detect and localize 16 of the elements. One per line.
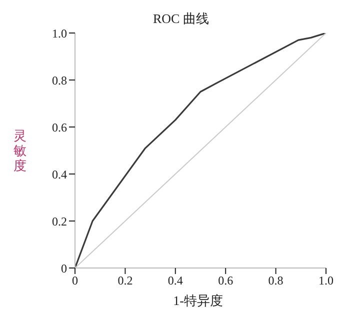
x-tick-label: 0.8 [268,274,284,288]
x-tick-label: 0 [72,274,78,288]
line-series [75,33,326,268]
x-axis-title: 1-特异度 [172,292,224,310]
chart-title: ROC 曲线 [152,10,210,28]
x-tick-label: 0.6 [218,274,234,288]
y-axis-title: 灵敏度 [12,128,28,173]
y-tick-label: 1.0 [52,26,67,40]
x-tick-label: 1.0 [318,274,334,288]
y-tick-label: 0.6 [52,120,67,134]
y-tick-label: 0 [61,261,67,276]
x-tick-label: 0.2 [118,274,133,288]
y-tick-label: 0.4 [52,167,67,182]
x-tick-label: 0.4 [168,274,183,288]
y-tick-label: 0.2 [52,214,67,228]
y-tick-label: 0.8 [52,73,67,88]
